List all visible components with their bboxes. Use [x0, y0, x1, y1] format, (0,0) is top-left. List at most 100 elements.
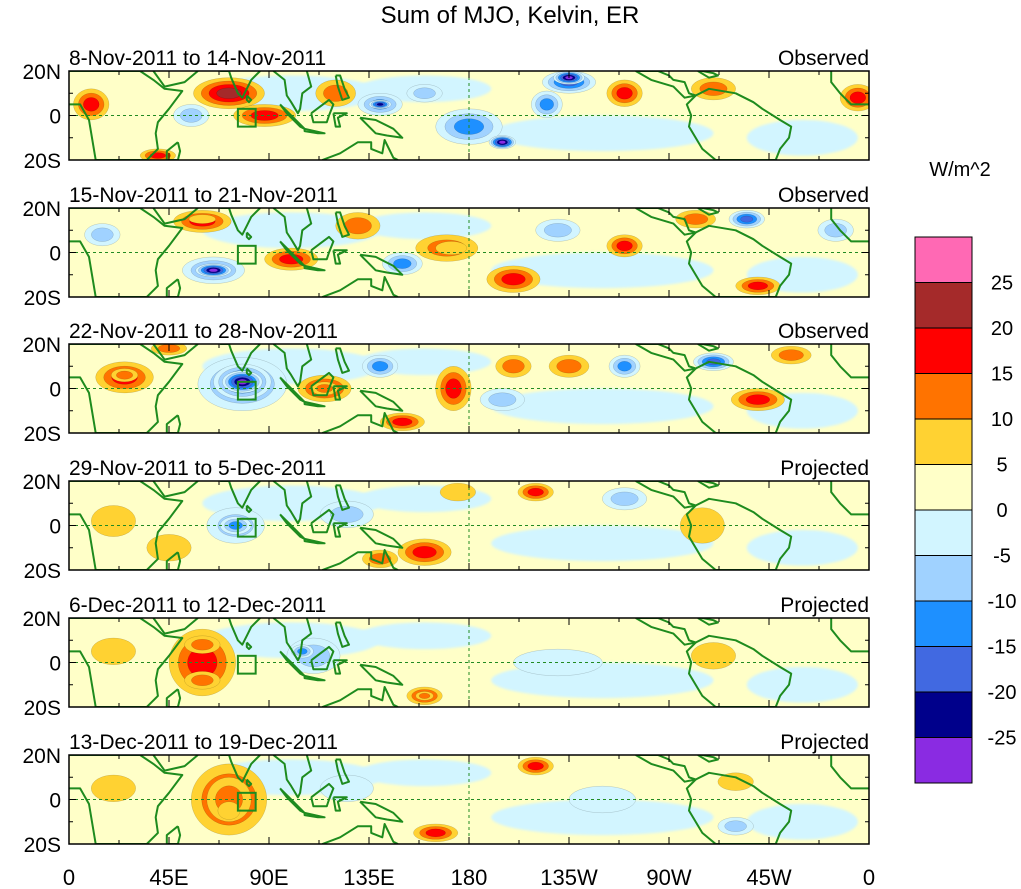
coastline	[220, 755, 261, 783]
coastline	[685, 87, 793, 160]
anomaly-contour	[392, 417, 413, 426]
coastline	[69, 208, 184, 297]
colorbar-label: -20	[988, 682, 1017, 704]
anomaly-contour	[413, 87, 436, 99]
coastline	[165, 414, 182, 433]
colorbar-swatch	[914, 646, 973, 693]
anomaly-contour	[116, 370, 133, 380]
coastline	[321, 412, 399, 433]
anomaly-contour	[357, 212, 492, 240]
coastline	[697, 618, 719, 626]
coastline	[272, 481, 313, 525]
colorbar-label: 10	[991, 409, 1013, 431]
coastline	[332, 249, 348, 265]
coastline	[697, 481, 719, 489]
anomaly-contour	[83, 97, 100, 112]
latitude-label: 0	[49, 106, 61, 129]
anomaly-contour	[372, 361, 389, 372]
coastline	[310, 98, 335, 124]
coastline	[310, 645, 335, 671]
anomaly-contour	[418, 692, 431, 699]
reference-box	[236, 517, 257, 538]
anomaly-contour	[357, 622, 492, 650]
coastline	[220, 71, 261, 99]
anomaly-contour	[501, 273, 526, 286]
anomaly-contour	[191, 639, 214, 651]
coastline	[321, 686, 399, 707]
coastline	[303, 811, 326, 819]
anomaly-contour	[439, 483, 476, 502]
anomaly-contour	[616, 87, 633, 100]
coastline	[332, 112, 348, 128]
colorbar: W/m^2 25 20 15 10 5 0 -5 -10 -15 -20 -25	[914, 159, 1017, 784]
coastline	[321, 823, 399, 844]
coastline	[303, 400, 326, 408]
anomaly-contour	[191, 674, 214, 686]
anomaly-contour	[616, 240, 633, 251]
coastline	[272, 71, 313, 115]
coastline	[279, 240, 306, 267]
coastline	[332, 796, 348, 812]
coastline	[830, 755, 869, 790]
map-panel: 22-Nov-2011 to 28-Nov-2011 Observed 20N 0 20…	[22, 320, 870, 446]
coastline	[272, 755, 313, 799]
latitude-label: 0	[49, 790, 61, 813]
anomaly-contour	[740, 215, 754, 223]
anomaly-contour	[91, 505, 136, 537]
coastline	[310, 782, 335, 808]
coastline	[635, 618, 697, 646]
anomaly-contour	[208, 268, 218, 273]
colorbar-swatches: 25 20 15 10 5 0 -5 -10 -15 -20 -25	[914, 236, 1017, 784]
coastline	[279, 650, 306, 677]
anomaly-contour	[747, 281, 768, 290]
coastline	[152, 618, 199, 635]
coastline	[334, 621, 350, 648]
latitude-label: 20S	[24, 834, 61, 857]
anomaly-contour	[491, 388, 714, 425]
anomaly-contour	[717, 772, 754, 791]
coastline	[635, 208, 697, 236]
reference-box	[236, 380, 257, 401]
latitude-label: 20N	[22, 745, 61, 768]
colorbar-label: -10	[988, 591, 1017, 613]
anomaly-contour	[491, 525, 714, 562]
coastline	[332, 522, 348, 538]
coastline	[321, 139, 399, 160]
coastline	[152, 71, 199, 88]
anomaly-field	[69, 755, 869, 844]
longitude-label: 90E	[249, 865, 288, 889]
anomaly-contour	[691, 642, 736, 670]
coastline	[152, 208, 199, 225]
colorbar-unit: W/m^2	[929, 159, 991, 181]
anomaly-contour	[188, 214, 216, 224]
colorbar-label: 25	[991, 273, 1013, 295]
latitude-label: 20N	[22, 198, 61, 221]
coastline	[321, 549, 399, 570]
coastline	[685, 224, 793, 297]
coastline	[272, 618, 313, 662]
coastline	[303, 674, 326, 682]
anomaly-contour	[217, 801, 241, 820]
coastline	[152, 755, 199, 772]
coastline	[245, 94, 253, 104]
anomaly-contour	[527, 762, 544, 771]
anomaly-contour	[746, 119, 858, 156]
anomaly-contour	[216, 87, 242, 99]
coastline	[635, 71, 697, 99]
coastline	[697, 208, 719, 216]
coastline	[334, 211, 350, 238]
anomaly-contour	[617, 361, 632, 372]
coastline	[303, 537, 326, 545]
anomaly-field	[69, 344, 869, 433]
colorbar-swatch	[914, 509, 973, 556]
coastline	[635, 481, 697, 509]
coastline	[152, 344, 199, 361]
coastline	[69, 618, 184, 707]
coastline	[359, 800, 404, 823]
anomaly-contour	[91, 774, 136, 802]
reference-box	[236, 107, 257, 128]
anomaly-contour	[369, 553, 392, 565]
coastline	[245, 504, 253, 514]
anomaly-contour	[491, 799, 714, 836]
map-panels: 8-Nov-2011 to 14-Nov-2011 Observed 20N 0 20S…	[22, 47, 870, 857]
